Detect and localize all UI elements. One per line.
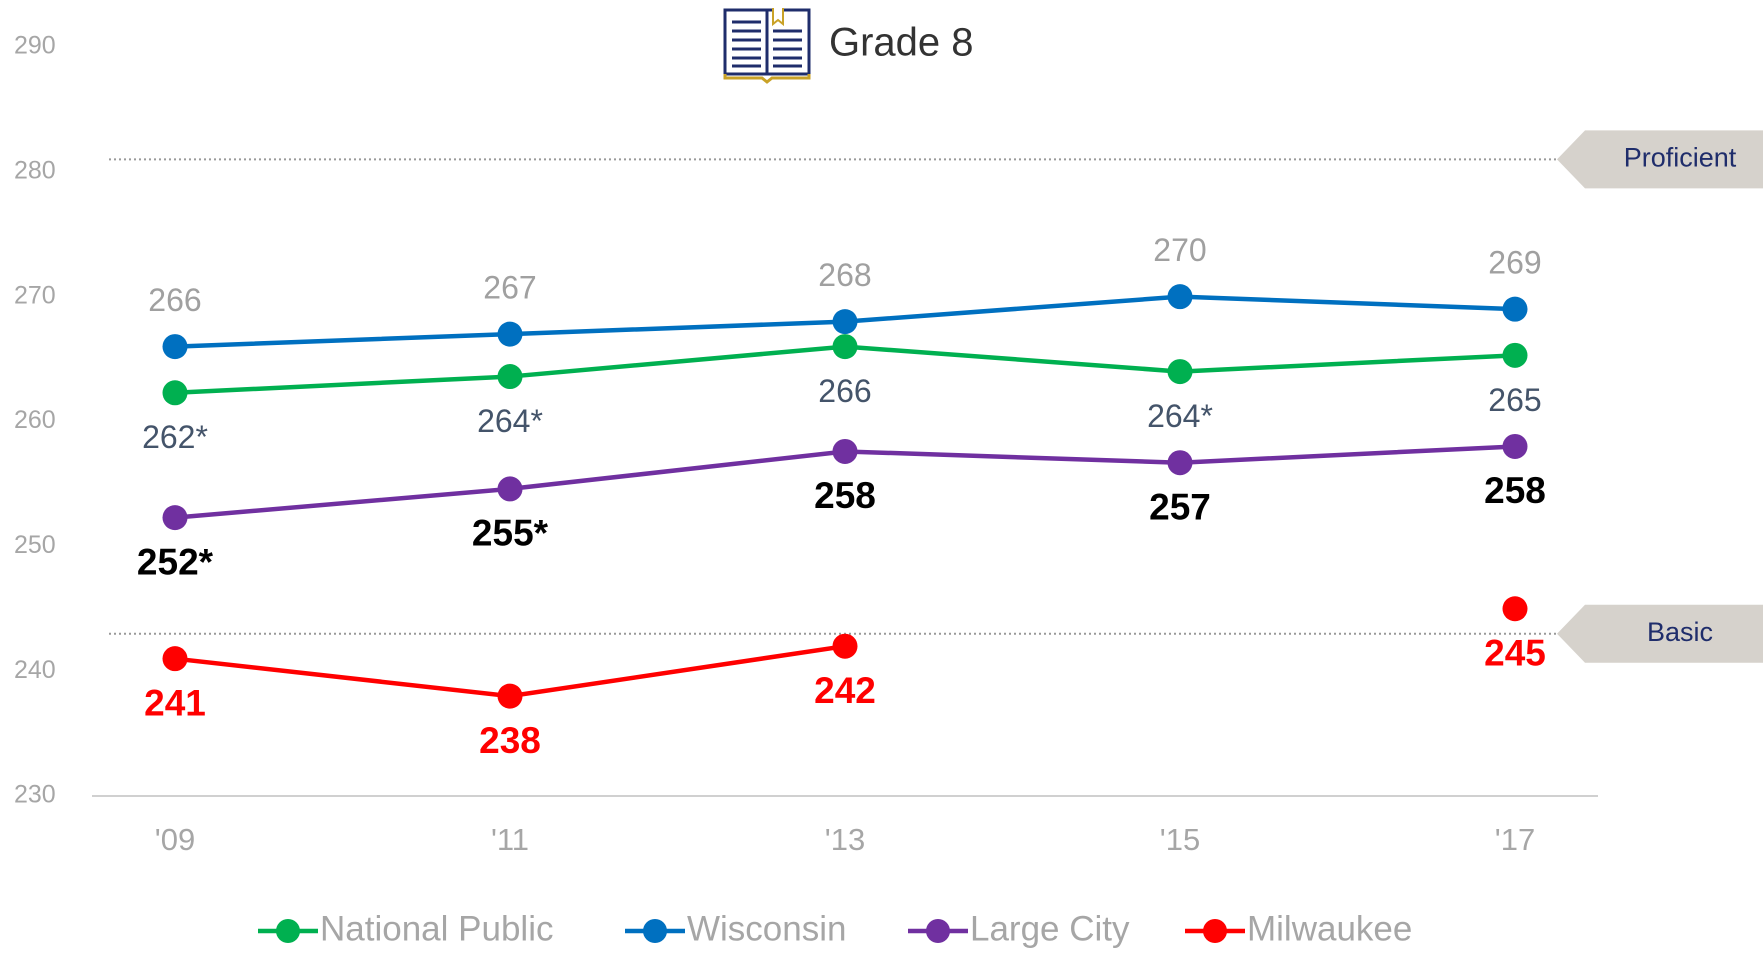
data-point xyxy=(162,380,188,406)
data-label: 241 xyxy=(144,682,206,723)
reference-label: Proficient xyxy=(1624,142,1737,172)
data-label: 266 xyxy=(148,282,201,318)
x-tick-label: '09 xyxy=(155,822,195,857)
data-point xyxy=(832,438,858,464)
y-tick-label: 270 xyxy=(14,281,56,309)
data-label: 269 xyxy=(1488,245,1541,281)
data-label: 245 xyxy=(1484,633,1546,674)
legend-dot xyxy=(926,919,950,943)
data-point xyxy=(1167,450,1193,476)
data-label: 267 xyxy=(483,270,536,306)
legend-label: National Public xyxy=(320,909,553,948)
data-point xyxy=(1167,359,1193,385)
legend-dot xyxy=(1203,919,1227,943)
data-label: 264* xyxy=(477,403,543,439)
reference-tag xyxy=(1557,130,1763,189)
data-point xyxy=(1502,433,1528,459)
data-label: 257 xyxy=(1149,486,1211,527)
y-tick-label: 240 xyxy=(14,656,56,684)
reference-tag xyxy=(1557,604,1763,663)
data-point xyxy=(1167,284,1193,310)
data-label: 264* xyxy=(1147,398,1213,434)
data-point xyxy=(1502,596,1528,622)
data-point xyxy=(497,321,523,347)
x-tick-label: '13 xyxy=(825,822,865,857)
legend-dot xyxy=(276,919,300,943)
x-tick-label: '11 xyxy=(491,822,529,857)
data-point xyxy=(1502,342,1528,368)
y-tick-label: 290 xyxy=(14,32,56,60)
legend-dot xyxy=(643,919,667,943)
data-label: 242 xyxy=(814,670,876,711)
y-tick-label: 280 xyxy=(14,156,56,184)
y-tick-label: 230 xyxy=(14,781,56,809)
data-label: 265 xyxy=(1488,382,1541,418)
x-tick-label: '15 xyxy=(1160,822,1200,857)
data-label: 255* xyxy=(472,513,549,554)
legend-label: Wisconsin xyxy=(687,909,846,948)
data-label: 268 xyxy=(818,257,871,293)
data-point xyxy=(1502,296,1528,322)
book-icon xyxy=(723,8,811,84)
data-label: 238 xyxy=(479,720,541,761)
data-point xyxy=(162,505,188,531)
data-label: 258 xyxy=(814,475,876,516)
chart-title: Grade 8 xyxy=(829,21,974,65)
x-tick-label: '17 xyxy=(1495,822,1535,857)
data-point xyxy=(497,364,523,390)
y-tick-label: 260 xyxy=(14,406,56,434)
legend-label: Large City xyxy=(970,909,1130,948)
data-point xyxy=(497,683,523,709)
data-point xyxy=(832,334,858,360)
data-point xyxy=(162,334,188,360)
data-label: 252* xyxy=(137,541,214,582)
data-point xyxy=(832,309,858,335)
data-label: 262* xyxy=(142,419,208,455)
y-tick-label: 250 xyxy=(14,531,56,559)
data-label: 266 xyxy=(818,373,871,409)
data-point xyxy=(497,476,523,502)
data-point xyxy=(832,633,858,659)
data-label: 270 xyxy=(1153,232,1206,268)
data-label: 258 xyxy=(1484,470,1546,511)
legend-label: Milwaukee xyxy=(1247,909,1412,948)
reference-label: Basic xyxy=(1647,617,1713,647)
data-point xyxy=(162,646,188,672)
